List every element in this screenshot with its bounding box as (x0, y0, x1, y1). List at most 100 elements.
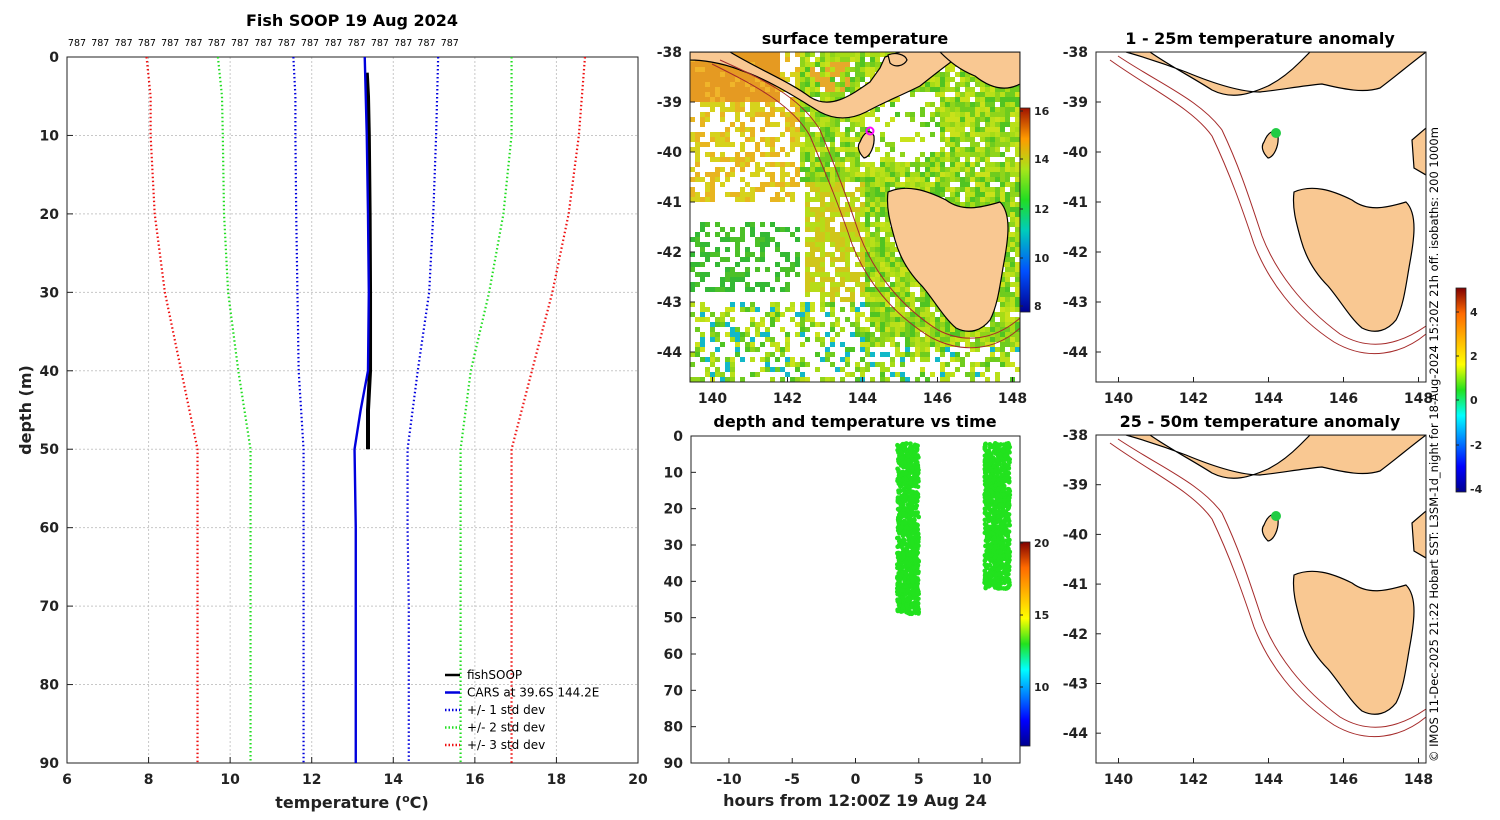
sst-pixel (765, 117, 770, 122)
dtime-point (991, 580, 996, 585)
sst-pixel (825, 192, 830, 197)
sst-pixel (890, 292, 895, 297)
sst-pixel (720, 92, 725, 97)
sst-pixel (820, 322, 825, 327)
sst-pixel (940, 347, 945, 352)
map-x-tick-label: 148 (998, 391, 1027, 407)
anom2-y-ticks: -38-39-40-41-42-43-44 (1063, 428, 1101, 742)
sst-pixel (965, 202, 970, 207)
sst-pixel (845, 362, 850, 367)
sst-pixel (695, 347, 700, 352)
sst-pixel (705, 222, 710, 227)
sst-pixel (990, 152, 995, 157)
sst-pixel (850, 192, 855, 197)
dtime-point (996, 447, 1001, 453)
dtime-point (1000, 448, 1006, 454)
sst-pixel (960, 72, 965, 77)
sst-pixel (780, 147, 785, 152)
sst-pixel (725, 247, 730, 252)
sst-pixel (850, 77, 855, 82)
sst-pixel (850, 302, 855, 307)
sst-pixel (820, 287, 825, 292)
sst-pixel (880, 262, 885, 267)
sst-pixel (980, 332, 985, 337)
sst-pixel (970, 77, 975, 82)
sst-pixel (785, 112, 790, 117)
sst-pixel (820, 267, 825, 272)
sst-pixel (1000, 322, 1005, 327)
sst-pixel (710, 97, 715, 102)
sst-pixel (885, 317, 890, 322)
sst-pixel (910, 92, 915, 97)
sst-pixel (910, 327, 915, 332)
sst-pixel (930, 337, 935, 342)
sst-pixel (950, 147, 955, 152)
sst-pixel (880, 222, 885, 227)
sst-pixel (900, 282, 905, 287)
sst-pixel (940, 337, 945, 342)
sst-pixel (800, 307, 805, 312)
dtime-point (982, 510, 988, 516)
sst-pixel (775, 227, 780, 232)
sst-pixel (1005, 137, 1010, 142)
sst-pixel (830, 127, 835, 132)
sst-pixel (845, 272, 850, 277)
sst-pixel (995, 167, 1000, 172)
sst-pixel (915, 317, 920, 322)
sst-pixel (925, 307, 930, 312)
sst-pixel (800, 317, 805, 322)
legend-label: CARS at 39.6S 144.2E (467, 686, 599, 700)
sst-pixel (865, 62, 870, 67)
sst-pixel (990, 137, 995, 142)
sst-pixel (1005, 327, 1010, 332)
sst-pixel (710, 137, 715, 142)
sst-pixel (855, 377, 860, 382)
sst-pixel (750, 287, 755, 292)
sst-pixel (830, 342, 835, 347)
sst-pixel (850, 347, 855, 352)
sst-pixel (945, 172, 950, 177)
sst-pixel (930, 87, 935, 92)
sst-pixel (720, 82, 725, 87)
sst-pixel (895, 292, 900, 297)
sst-pixel (880, 157, 885, 162)
sst-pixel (845, 177, 850, 182)
sst-pixel (860, 367, 865, 372)
sst-pixel (950, 352, 955, 357)
sst-pixel (775, 107, 780, 112)
sst-pixel (860, 312, 865, 317)
sst-pixel (840, 142, 845, 147)
sst-pixel (815, 232, 820, 237)
sst-pixel (930, 102, 935, 107)
sst-pixel (840, 297, 845, 302)
sst-pixel (900, 332, 905, 337)
sst-pixel (995, 332, 1000, 337)
sst-pixel (835, 247, 840, 252)
sst-pixel (965, 352, 970, 357)
sst-pixel (970, 162, 975, 167)
sst-pixel (845, 52, 850, 57)
sst-pixel (840, 162, 845, 167)
sst-pixel (870, 237, 875, 242)
sst-pixel (755, 347, 760, 352)
sst-pixel (775, 197, 780, 202)
sst-pixel (810, 282, 815, 287)
sst-pixel (785, 162, 790, 167)
sst-pixel (750, 227, 755, 232)
sst-pixel (970, 112, 975, 117)
sst-pixel (830, 262, 835, 267)
sst-pixel (860, 117, 865, 122)
sst-pixel (885, 237, 890, 242)
sst-pixel (810, 182, 815, 187)
sst-pixel (860, 182, 865, 187)
sst-pixel (930, 132, 935, 137)
sst-pixel (820, 297, 825, 302)
sst-pixel (970, 127, 975, 132)
sst-pixel (865, 332, 870, 337)
sst-pixel (820, 282, 825, 287)
sst-pixel (830, 232, 835, 237)
sst-pixel (925, 297, 930, 302)
dtime-point (982, 491, 988, 496)
sst-pixel (920, 292, 925, 297)
sst-pixel (845, 262, 850, 267)
